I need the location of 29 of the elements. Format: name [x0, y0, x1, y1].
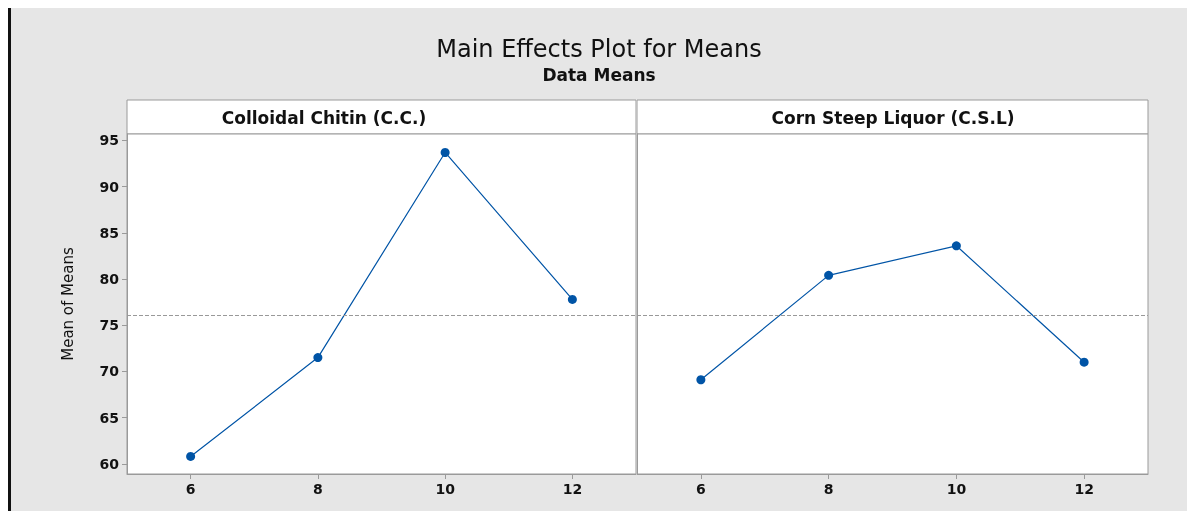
text: Main Effects Plot for Means — [435, 34, 763, 64]
x-tick-label: 8 — [313, 481, 323, 497]
point — [824, 270, 834, 280]
y-tick-label: 90 — [99, 178, 120, 195]
y-tick-label: 60 — [99, 455, 120, 472]
chart-title: Corn Steep Liquor (C.S.L) — [771, 107, 1015, 128]
y-tick-label: 75 — [99, 317, 119, 334]
chart-title: Colloidal Chitin (C.C.) — [221, 107, 427, 128]
y-tick-label: 85 — [99, 224, 119, 241]
x-tick-label: 12 — [562, 481, 583, 497]
point — [313, 353, 323, 363]
y-tick-label: 70 — [99, 363, 120, 380]
y-axis-title: Mean of Means — [58, 247, 77, 361]
y-tick-label: 65 — [99, 409, 119, 426]
x-tick-label: 8 — [823, 481, 834, 497]
x-tick-label: 6 — [185, 481, 196, 497]
point — [440, 147, 450, 157]
y-tick-label: 80 — [99, 271, 120, 288]
x-tick-label: 10 — [946, 481, 967, 497]
point — [696, 375, 706, 385]
x-tick-label: 10 — [435, 481, 456, 497]
point — [567, 294, 577, 304]
x-tick-label: 12 — [1074, 481, 1094, 497]
text: Data Means — [541, 64, 657, 86]
x-tick-label: 6 — [696, 481, 706, 497]
point — [951, 241, 961, 251]
point — [186, 451, 196, 461]
y-tick-label: 95 — [99, 132, 119, 149]
point — [1079, 357, 1089, 367]
